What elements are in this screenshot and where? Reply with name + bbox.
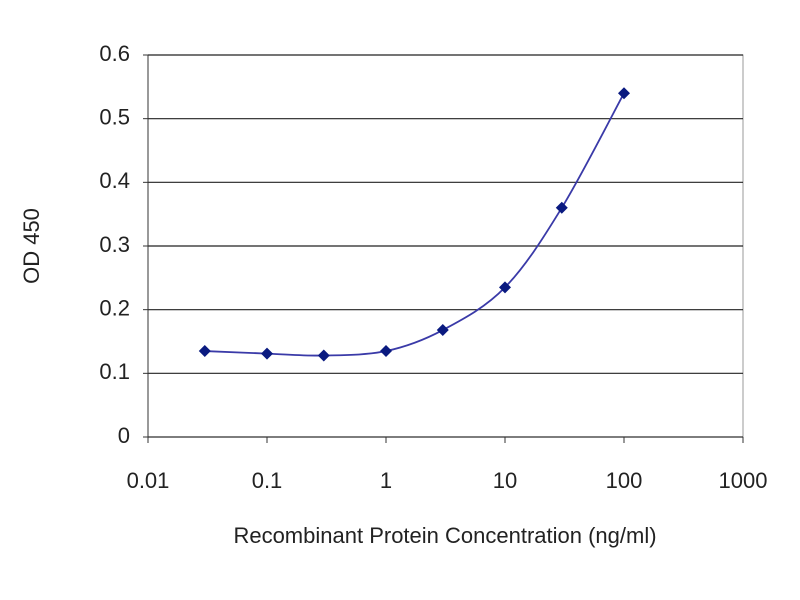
y-tick-label: 0.6 [99,41,130,66]
x-tick-label: 1000 [719,468,768,493]
marker [380,345,392,358]
marker [198,345,211,358]
y-tick-label: 0 [118,423,130,448]
x-tick-label: 10 [493,468,517,493]
y-axis-label: OD 450 [19,208,44,284]
x-tick-label: 0.1 [252,468,283,493]
marker [555,201,568,214]
marker [317,349,330,362]
marker [436,324,449,337]
curve [204,92,625,357]
marker [499,281,511,294]
y-tick-label: 0.3 [99,232,130,257]
y-tick-label: 0.4 [99,168,130,193]
x-tick-label: 0.01 [127,468,170,493]
marker [261,347,273,360]
y-tick-label: 0.1 [99,359,130,384]
marker [618,87,630,100]
x-tick-label: 1 [380,468,392,493]
y-tick-label: 0.2 [99,295,130,320]
x-axis-label: Recombinant Protein Concentration (ng/ml… [233,523,656,548]
x-tick-label: 100 [606,468,643,493]
y-tick-label: 0.5 [99,104,130,129]
